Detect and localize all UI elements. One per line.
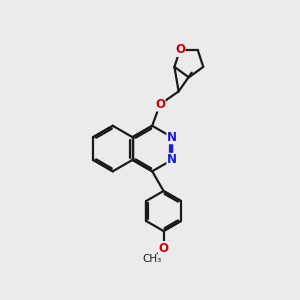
Text: O: O	[175, 44, 185, 56]
Text: N: N	[167, 153, 177, 167]
Text: N: N	[167, 131, 177, 144]
Text: CH₃: CH₃	[142, 254, 162, 265]
Text: O: O	[159, 242, 169, 255]
Text: O: O	[155, 98, 165, 111]
